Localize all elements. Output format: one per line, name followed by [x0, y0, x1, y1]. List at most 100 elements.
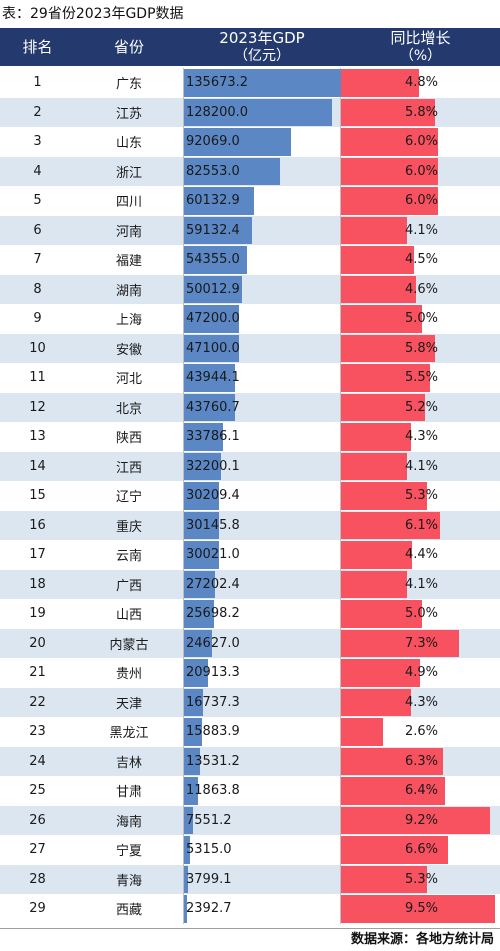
growth-cell: 4.1%: [341, 570, 500, 600]
province-cell: 海南: [115, 814, 142, 830]
table-row: 12 北京 43760.7 5.2%: [0, 392, 500, 422]
table-row: 7 福建 54355.0 4.5%: [0, 245, 500, 275]
growth-value: 2.6%: [404, 724, 438, 740]
gdp-value: 16737.3: [186, 694, 240, 710]
growth-cell: 5.8%: [341, 98, 500, 128]
gdp-value: 15883.9: [186, 724, 240, 740]
table-row: 25 甘肃 11863.8 6.4%: [0, 776, 500, 806]
table-row: 16 重庆 30145.8 6.1%: [0, 510, 500, 541]
rank-cell: 29: [29, 901, 46, 917]
gdp-bar: [184, 688, 204, 716]
gdp-value: 33786.1: [186, 429, 240, 445]
gdp-value: 13531.2: [186, 753, 240, 769]
growth-cell: 4.3%: [341, 688, 500, 718]
growth-cell: 5.3%: [341, 865, 500, 895]
growth-cell: 5.3%: [341, 481, 500, 511]
growth-bar: [341, 836, 448, 864]
gdp-value: 32200.1: [186, 458, 240, 474]
province-cell: 黑龙江: [109, 726, 149, 742]
growth-value: 6.0%: [404, 163, 438, 179]
header-gdp-unit: （亿元）: [234, 48, 290, 64]
growth-cell: 6.0%: [341, 186, 500, 216]
rank-cell: 18: [29, 576, 46, 592]
gdp-cell: 43760.7: [183, 392, 341, 422]
table-row: 14 江西 32200.1 4.1%: [0, 451, 500, 481]
gdp-bar: [184, 895, 187, 923]
growth-cell: 4.1%: [341, 216, 500, 246]
growth-value: 9.2%: [404, 812, 438, 828]
growth-cell: 7.3%: [341, 629, 500, 659]
table-header: 排名 省份 2023年GDP （亿元） 同比增长 （%）: [0, 28, 500, 66]
province-cell: 上海: [115, 313, 142, 329]
province-cell: 甘肃: [115, 785, 142, 801]
growth-bar: [341, 334, 436, 362]
gdp-cell: 16737.3: [183, 687, 341, 717]
growth-bar: [341, 393, 426, 421]
gdp-bar: [184, 600, 214, 628]
table-row: 22 天津 16737.3 4.3%: [0, 687, 500, 718]
table-row: 6 河南 59132.4 4.1%: [0, 215, 500, 246]
rank-cell: 6: [33, 222, 42, 238]
rank-cell: 25: [29, 783, 46, 799]
growth-cell: 6.1%: [341, 511, 500, 541]
province-cell: 云南: [115, 549, 142, 565]
growth-value: 4.1%: [404, 576, 438, 592]
table-row: 8 湖南 50012.9 4.6%: [0, 274, 500, 304]
rank-cell: 5: [33, 193, 42, 209]
rank-cell: 23: [29, 724, 46, 740]
gdp-bar: [184, 511, 219, 539]
rank-cell: 16: [29, 517, 46, 533]
growth-bar: [341, 600, 423, 628]
table-row: 23 黑龙江 15883.9 2.6%: [0, 717, 500, 747]
gdp-cell: 32200.1: [183, 451, 341, 481]
gdp-bar: [184, 629, 213, 657]
header-growth-title: 同比增长: [390, 29, 451, 47]
rank-cell: 26: [29, 812, 46, 828]
growth-value: 5.8%: [404, 104, 438, 120]
growth-bar: [341, 895, 495, 923]
province-cell: 福建: [115, 254, 142, 270]
gdp-bar: [184, 865, 189, 893]
growth-cell: 6.4%: [341, 776, 500, 806]
table-row: 2 江苏 128200.0 5.8%: [0, 97, 500, 128]
gdp-value: 20913.3: [186, 665, 240, 681]
table-row: 27 宁夏 5315.0 6.6%: [0, 835, 500, 865]
gdp-cell: 20913.3: [183, 658, 341, 688]
gdp-value: 59132.4: [186, 222, 240, 238]
growth-value: 4.1%: [404, 222, 438, 238]
table-row: 26 海南 7551.2 9.2%: [0, 805, 500, 835]
gdp-value: 30021.0: [186, 547, 240, 563]
rank-cell: 8: [33, 281, 42, 297]
rank-cell: 20: [29, 635, 46, 651]
province-cell: 辽宁: [115, 490, 142, 506]
province-cell: 贵州: [115, 667, 142, 683]
rank-cell: 4: [33, 163, 42, 179]
gdp-value: 43760.7: [186, 399, 240, 415]
gdp-value: 2392.7: [186, 901, 232, 917]
rank-cell: 22: [29, 694, 46, 710]
growth-value: 6.4%: [404, 783, 438, 799]
gdp-cell: 24627.0: [183, 628, 341, 658]
gdp-value: 30209.4: [186, 488, 240, 504]
growth-value: 6.6%: [404, 842, 438, 858]
growth-value: 4.6%: [404, 281, 438, 297]
table-row: 29 西藏 2392.7 9.5%: [0, 894, 500, 924]
growth-value: 5.0%: [404, 311, 438, 327]
growth-value: 4.5%: [404, 252, 438, 268]
gdp-bar: [184, 305, 239, 333]
rank-cell: 3: [33, 134, 42, 150]
rank-cell: 17: [29, 547, 46, 563]
growth-bar: [341, 688, 411, 716]
gdp-bar: [184, 246, 247, 274]
rank-cell: 12: [29, 399, 46, 415]
rank-cell: 13: [29, 429, 46, 445]
gdp-cell: 59132.4: [183, 215, 341, 245]
province-cell: 浙江: [115, 165, 142, 181]
gdp-cell: 27202.4: [183, 569, 341, 599]
rank-cell: 2: [33, 104, 42, 120]
growth-bar: [341, 305, 423, 333]
gdp-bar: [184, 393, 235, 421]
gdp-bar: [184, 659, 209, 687]
growth-value: 4.1%: [404, 458, 438, 474]
gdp-value: 47100.0: [186, 340, 240, 356]
